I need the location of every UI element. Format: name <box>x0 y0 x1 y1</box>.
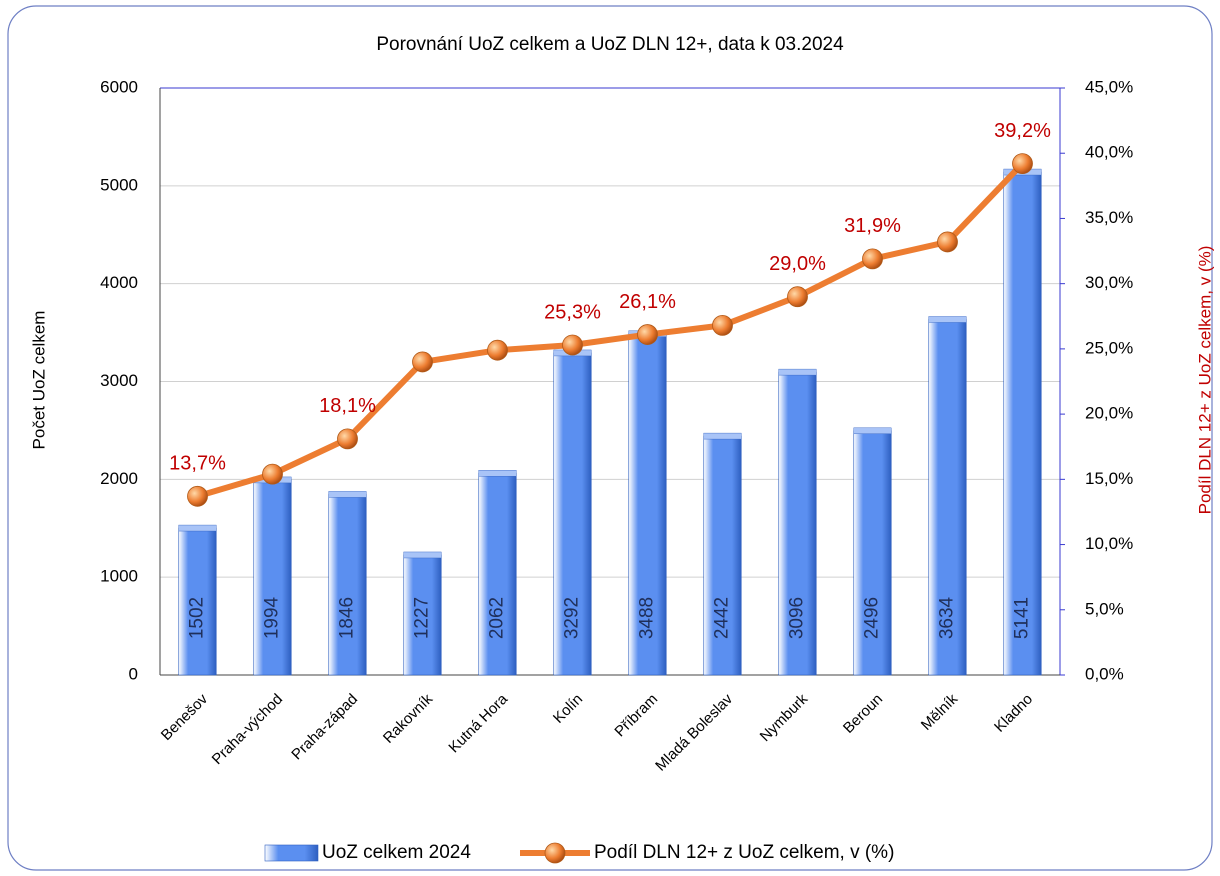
bar <box>178 527 217 676</box>
y-tick-label: 0 <box>129 664 138 683</box>
bar-top <box>928 316 967 323</box>
line-marker <box>187 485 208 507</box>
bar-top <box>403 551 442 559</box>
bar <box>328 494 367 676</box>
line-marker <box>412 351 433 373</box>
bar-value-label: 5141 <box>1012 597 1033 639</box>
y-tick-label: 1000 <box>100 567 138 586</box>
y-tick-label: 3000 <box>100 371 138 390</box>
y2-tick-label: 15,0% <box>1085 469 1133 488</box>
chart-title: Porovnání UoZ celkem a UoZ DLN 12+, data… <box>376 34 844 55</box>
bar-value-label: 3292 <box>562 597 583 639</box>
bar <box>853 430 892 676</box>
y2-tick-label: 25,0% <box>1085 338 1133 357</box>
line-marker <box>862 248 883 270</box>
bar-value-label: 3488 <box>637 597 658 639</box>
line-marker <box>712 315 733 336</box>
legend-marker <box>544 842 566 864</box>
bar-value-label: 1846 <box>337 597 358 639</box>
line <box>196 161 1025 500</box>
line-marker <box>337 428 358 450</box>
bar-value-label: 3634 <box>937 596 958 639</box>
line-marker <box>637 324 658 345</box>
legend-label: Podíl DLN 12+ z UoZ celkem, v (%) <box>594 842 894 863</box>
bar-value-label: 3096 <box>787 597 808 639</box>
y2-tick-label: 10,0% <box>1085 534 1133 553</box>
y2-tick-label: 30,0% <box>1085 273 1133 292</box>
bar-top <box>703 432 742 440</box>
bar <box>253 479 292 676</box>
frame <box>7 5 1213 871</box>
y2-tick-label: 5,0% <box>1085 599 1124 618</box>
bar-top <box>178 524 217 532</box>
line-marker <box>262 463 283 485</box>
bar <box>928 319 967 676</box>
y2-tick-label: 0,0% <box>1085 664 1124 683</box>
line-value-label: 18,1% <box>319 395 376 417</box>
line-marker <box>787 286 808 308</box>
line-value-label: 13,7% <box>169 453 226 475</box>
line-value-label: 29,0% <box>769 253 826 275</box>
y-tick-label: 4000 <box>100 273 138 292</box>
bar <box>1003 171 1042 676</box>
line-value-label: 39,2% <box>994 120 1051 142</box>
line-marker <box>562 334 583 356</box>
bar-value-label: 1502 <box>187 597 208 639</box>
y-tick-label: 5000 <box>100 175 138 194</box>
bar-value-label: 1227 <box>412 597 433 639</box>
bar-value-label: 2442 <box>712 597 733 639</box>
bar-top <box>478 470 517 477</box>
bar <box>403 554 442 676</box>
bar <box>778 371 817 676</box>
y-axis-title: Počet UoZ celkem <box>29 311 48 450</box>
y2-tick-label: 40,0% <box>1085 143 1133 162</box>
line-value-label: 31,9% <box>844 215 901 237</box>
bar-value-label: 2062 <box>487 597 508 639</box>
legend-label: UoZ celkem 2024 <box>322 842 471 863</box>
bar-value-label: 2496 <box>862 597 883 639</box>
bar <box>553 352 592 676</box>
y2-tick-label: 35,0% <box>1085 208 1133 227</box>
line-value-label: 26,1% <box>619 291 676 313</box>
line-marker <box>487 339 508 361</box>
bar-value-label: 1994 <box>262 596 283 639</box>
bar <box>478 472 517 676</box>
y-tick-label: 2000 <box>100 469 138 488</box>
line-marker <box>1012 153 1033 175</box>
legend-swatch <box>264 844 319 862</box>
y-tick-label: 6000 <box>100 77 138 96</box>
y2-axis-title: Podíl DLN 12+ z UoZ celkem, v (%) <box>1195 246 1214 515</box>
y2-tick-label: 45,0% <box>1085 77 1133 96</box>
bar <box>628 333 667 676</box>
line-value-label: 25,3% <box>544 301 601 323</box>
bar-top <box>328 491 367 498</box>
bar-top <box>853 427 892 435</box>
bar-top <box>778 368 817 376</box>
y2-tick-label: 20,0% <box>1085 404 1133 423</box>
line-marker <box>937 231 958 253</box>
